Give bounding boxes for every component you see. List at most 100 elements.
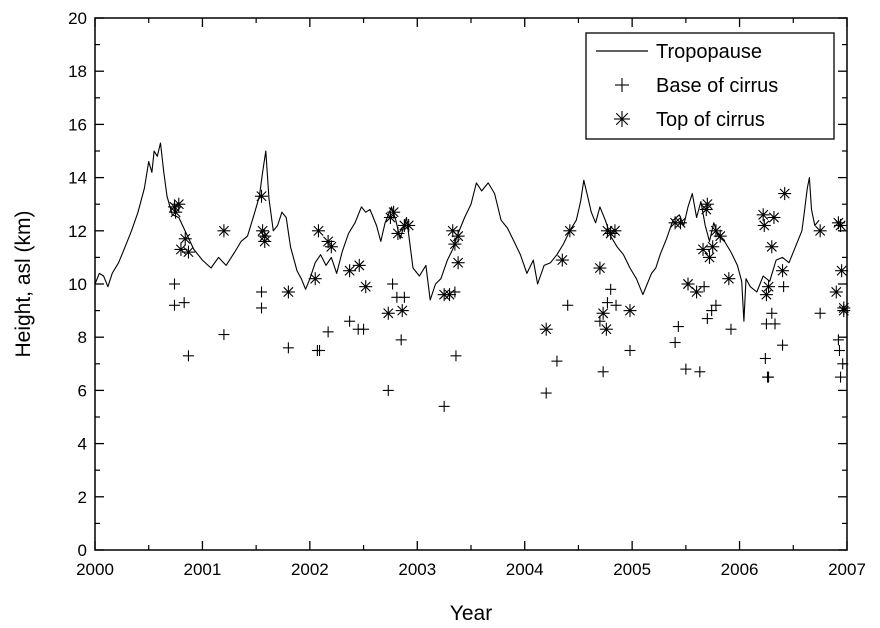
base-of-cirrus-point <box>698 281 710 293</box>
base-of-cirrus-point <box>449 286 461 298</box>
top-of-cirrus-point <box>762 280 776 294</box>
top-of-cirrus-point <box>756 208 770 222</box>
top-of-cirrus-point <box>217 224 231 238</box>
base-of-cirrus-point <box>282 342 294 354</box>
x-axis-title: Year <box>450 602 492 625</box>
top-of-cirrus-point <box>311 224 325 238</box>
base-of-cirrus-point <box>672 321 684 333</box>
top-of-cirrus-point <box>443 288 457 302</box>
base-of-cirrus-point <box>706 305 718 317</box>
base-of-cirrus-point <box>835 371 847 383</box>
base-of-cirrus-point <box>601 297 613 309</box>
top-of-cirrus-point <box>255 189 269 203</box>
y-tick-label: 6 <box>78 381 87 400</box>
top-of-cirrus-point <box>383 211 397 224</box>
top-of-cirrus-point <box>829 285 843 299</box>
top-of-cirrus-point <box>451 256 465 270</box>
x-tick-label: 2001 <box>184 560 222 579</box>
base-of-cirrus-point <box>694 366 706 378</box>
base-of-cirrus-point <box>387 278 399 290</box>
legend-label: Base of cirrus <box>656 75 778 97</box>
base-of-cirrus-point <box>168 299 180 311</box>
top-of-cirrus-point <box>451 229 465 243</box>
top-of-cirrus-point <box>256 224 270 238</box>
y-tick-label: 4 <box>78 435 87 454</box>
top-of-cirrus-point <box>757 218 771 232</box>
top-of-cirrus-point <box>596 306 610 320</box>
base-of-cirrus-point <box>710 299 722 311</box>
base-of-cirrus-point <box>610 299 622 311</box>
y-tick-label: 0 <box>78 541 87 560</box>
top-of-cirrus-point <box>593 261 607 275</box>
base-of-cirrus-point <box>178 297 190 309</box>
base-of-cirrus-point <box>597 366 609 378</box>
x-tick-label: 2007 <box>828 560 866 579</box>
top-of-cirrus-point <box>759 288 773 302</box>
y-axis-title: Height, asl (km) <box>12 210 35 357</box>
base-of-cirrus-point <box>182 350 194 362</box>
plot-area <box>94 142 851 412</box>
x-tick-label: 2005 <box>613 560 651 579</box>
top-of-cirrus-point <box>178 232 192 246</box>
top-of-cirrus-point <box>765 240 779 254</box>
top-of-cirrus-point <box>181 245 195 259</box>
x-tick-label: 2000 <box>76 560 114 579</box>
base-of-cirrus-point <box>168 278 180 290</box>
base-of-cirrus-point <box>450 350 462 362</box>
y-tick-label: 16 <box>68 115 87 134</box>
top-of-cirrus-point <box>690 285 704 299</box>
legend-plus-symbol <box>615 78 629 92</box>
top-of-cirrus-point <box>343 264 357 278</box>
base-of-cirrus-point <box>594 315 606 327</box>
base-of-cirrus-point <box>814 307 826 319</box>
top-of-cirrus-point <box>696 242 710 256</box>
x-tick-label: 2002 <box>291 560 329 579</box>
base-of-cirrus-point <box>218 329 230 341</box>
base-of-cirrus-point <box>778 281 790 293</box>
top-of-cirrus-point <box>700 197 714 211</box>
top-of-cirrus-point <box>702 250 716 264</box>
top-of-cirrus-point <box>778 187 792 201</box>
base-of-cirrus-point <box>256 302 268 314</box>
top-of-cirrus-point <box>381 306 395 320</box>
base-of-cirrus-point <box>322 326 334 338</box>
top-of-cirrus-point <box>722 272 736 286</box>
base-of-cirrus-point <box>438 400 450 412</box>
top-of-cirrus-point <box>623 304 637 318</box>
top-of-cirrus-point <box>599 322 613 336</box>
top-of-cirrus-point <box>681 277 695 291</box>
top-of-cirrus-point <box>835 264 849 278</box>
base-of-cirrus-point <box>701 313 713 325</box>
top-of-cirrus-point <box>324 240 338 254</box>
top-of-cirrus-point <box>713 229 727 243</box>
base-of-cirrus-point <box>669 337 681 349</box>
y-tick-label: 20 <box>68 9 87 28</box>
base-of-cirrus-point <box>344 315 356 327</box>
base-of-cirrus-point <box>605 283 617 295</box>
base-of-cirrus-point <box>832 334 844 346</box>
base-of-cirrus-point <box>833 345 845 356</box>
top-of-cirrus-point <box>706 240 720 254</box>
top-of-cirrus-point <box>776 264 790 278</box>
base-of-cirrus-point <box>763 371 775 383</box>
top-of-cirrus-point <box>608 224 622 238</box>
y-tick-label: 14 <box>68 169 87 188</box>
top-of-cirrus-point <box>308 272 322 286</box>
base-of-cirrus-point <box>680 363 692 375</box>
base-of-cirrus-point <box>540 387 552 399</box>
top-of-cirrus-point <box>563 224 577 238</box>
top-of-cirrus-point <box>673 216 687 230</box>
top-of-cirrus-point <box>391 226 405 240</box>
base-of-cirrus-point <box>777 339 789 351</box>
base-of-cirrus-point <box>395 334 407 346</box>
base-of-cirrus-point <box>398 291 410 303</box>
top-of-cirrus-point <box>555 253 569 267</box>
base-of-cirrus-point <box>562 299 574 311</box>
top-of-cirrus-point <box>172 197 186 211</box>
y-tick-label: 18 <box>68 62 87 81</box>
base-of-cirrus-point <box>766 307 778 319</box>
top-of-cirrus-point <box>402 218 416 232</box>
x-tick-label: 2003 <box>398 560 436 579</box>
base-of-cirrus-point <box>256 286 268 298</box>
